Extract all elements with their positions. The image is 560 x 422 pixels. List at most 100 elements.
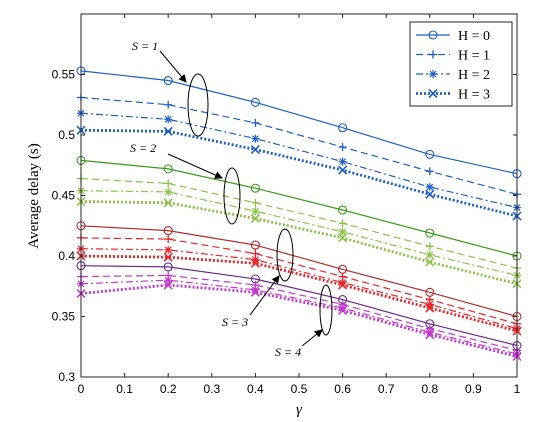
- legend-label-h1: H = 1: [458, 49, 490, 64]
- x-tick-label: 0.4: [247, 382, 264, 396]
- data-point-s1-h2: [164, 115, 173, 124]
- annotation-label-s3: S = 3: [222, 315, 248, 329]
- x-tick-label: 0.9: [465, 382, 482, 396]
- data-point-s1-h1: [164, 100, 173, 109]
- data-point-s2-h3: [425, 257, 435, 267]
- data-point-s2-h2: [338, 227, 347, 236]
- data-point-s1-h3: [338, 165, 348, 175]
- data-point-s2-h0: [425, 228, 435, 238]
- data-point-s3-h0: [250, 240, 260, 250]
- x-tick-label: 0.1: [116, 382, 133, 396]
- data-point-s1-h2: [338, 157, 347, 166]
- annotation-label-s2: S = 2: [130, 141, 156, 155]
- x-tick-label: 0.5: [291, 382, 308, 396]
- data-point-s2-h0: [250, 183, 260, 193]
- data-point-s1-h0: [425, 149, 435, 159]
- series-line-s1-h1: [80, 96, 518, 195]
- data-point-s2-h2: [164, 187, 173, 196]
- series-line-s4-h0: [80, 265, 518, 347]
- group-ellipse-s3: [276, 228, 294, 282]
- data-point-s3-h3: [338, 280, 348, 290]
- data-point-s3-h2: [164, 245, 173, 254]
- y-axis-label: Average delay (s): [26, 143, 42, 249]
- y-tick-label: 0.4: [58, 249, 75, 263]
- data-point-s1-h3: [425, 189, 435, 199]
- series-line-s4-h1: [80, 274, 518, 351]
- group-ellipse-s2: [223, 167, 241, 225]
- data-point-s4-h3: [163, 280, 173, 290]
- data-point-s3-h0: [163, 226, 173, 236]
- legend-marker-h2: [429, 70, 437, 78]
- data-point-s2-h3: [338, 233, 348, 243]
- annotation-arrow-s1: [159, 50, 187, 83]
- data-point-s1-h1: [425, 167, 434, 176]
- data-point-s1-h3: [163, 126, 173, 136]
- data-point-s1-h0: [338, 123, 348, 133]
- data-point-s1-h0: [250, 97, 260, 107]
- series-group-s3: [76, 221, 522, 336]
- y-tick-label: 0.35: [52, 310, 76, 324]
- annotation-arrow-s4: [301, 329, 323, 347]
- axes: 0 0.1 0.2 0.3 0.4 0.5 0.6 0.7 0.8 0.9 1 0.3 0.35 0.4 0…: [52, 14, 521, 396]
- series-line-s3-h1: [80, 237, 518, 325]
- data-point-s3-h3: [250, 258, 260, 268]
- y-tick-label: 0.55: [52, 68, 76, 82]
- series-line-s3-h0: [80, 225, 518, 318]
- data-point-s2-h1: [251, 198, 260, 207]
- annotation-arrow-s2: [167, 153, 223, 179]
- data-point-s1-h1: [251, 118, 260, 127]
- data-point-s2-h0: [338, 205, 348, 215]
- legend-label-h0: H = 0: [458, 29, 490, 44]
- x-tick-label: 0.2: [160, 382, 177, 396]
- data-point-s2-h2: [425, 250, 434, 259]
- x-tick-label: 0.7: [378, 382, 395, 396]
- data-point-s3-h3: [163, 252, 173, 262]
- y-tick-label: 0.3: [58, 370, 75, 384]
- annotation-layer: S = 1 S = 2 S = 3 S = 4: [130, 39, 333, 359]
- group-ellipse-s4: [319, 284, 333, 336]
- series-line-s4-h3: [80, 283, 518, 358]
- data-point-s4-h3: [250, 287, 260, 297]
- y-tick-label: 0.45: [52, 189, 76, 203]
- data-point-s4-h0: [163, 262, 173, 272]
- data-point-s1-h2: [251, 134, 260, 143]
- series-line-s2-h1: [80, 178, 518, 269]
- data-point-s3-h1: [164, 235, 173, 244]
- data-point-s4-h3: [425, 330, 435, 340]
- data-point-s1-h1: [338, 143, 347, 152]
- data-point-s1-h3: [250, 144, 260, 155]
- series-line-s1-h3: [80, 128, 518, 218]
- legend-box: [409, 21, 513, 107]
- legend-label-h2: H = 2: [458, 68, 490, 83]
- x-tick-label: 0: [78, 382, 85, 396]
- data-point-s2-h1: [338, 219, 347, 228]
- legend-marker-h3: [428, 88, 438, 99]
- data-point-s4-h3: [338, 305, 348, 316]
- data-point-s1-h2: [425, 183, 434, 192]
- x-tick-label: 0.3: [203, 382, 220, 396]
- x-tick-label: 0.6: [334, 382, 351, 396]
- series-line-s2-h0: [80, 159, 518, 257]
- annotation-label-s1: S = 1: [132, 39, 158, 53]
- x-axis-label: γ: [296, 402, 303, 418]
- data-point-s2-h1: [164, 179, 173, 188]
- x-tick-label: 1: [514, 382, 521, 396]
- series-line-s1-h2: [80, 112, 518, 209]
- data-point-s1-h0: [163, 76, 173, 86]
- series-line-s3-h2: [80, 248, 518, 330]
- annotation-label-s4: S = 4: [275, 345, 301, 359]
- legend: H = 0 H = 1 H = 2 H = 3: [409, 21, 513, 107]
- legend-label-h3: H = 3: [458, 88, 490, 103]
- series-group-s4: [76, 261, 522, 361]
- series-line-s2-h3: [80, 200, 518, 286]
- series-line-s1-h0: [80, 70, 518, 175]
- legend-marker-h1: [429, 50, 437, 59]
- data-point-s2-h1: [425, 242, 434, 251]
- data-point-s3-h3: [425, 303, 435, 313]
- data-point-s2-h3: [163, 198, 173, 208]
- data-point-s2-h3: [250, 213, 260, 224]
- group-ellipse-s1: [187, 73, 209, 137]
- data-point-s2-h2: [251, 207, 260, 216]
- legend-marker-h0: [428, 30, 438, 40]
